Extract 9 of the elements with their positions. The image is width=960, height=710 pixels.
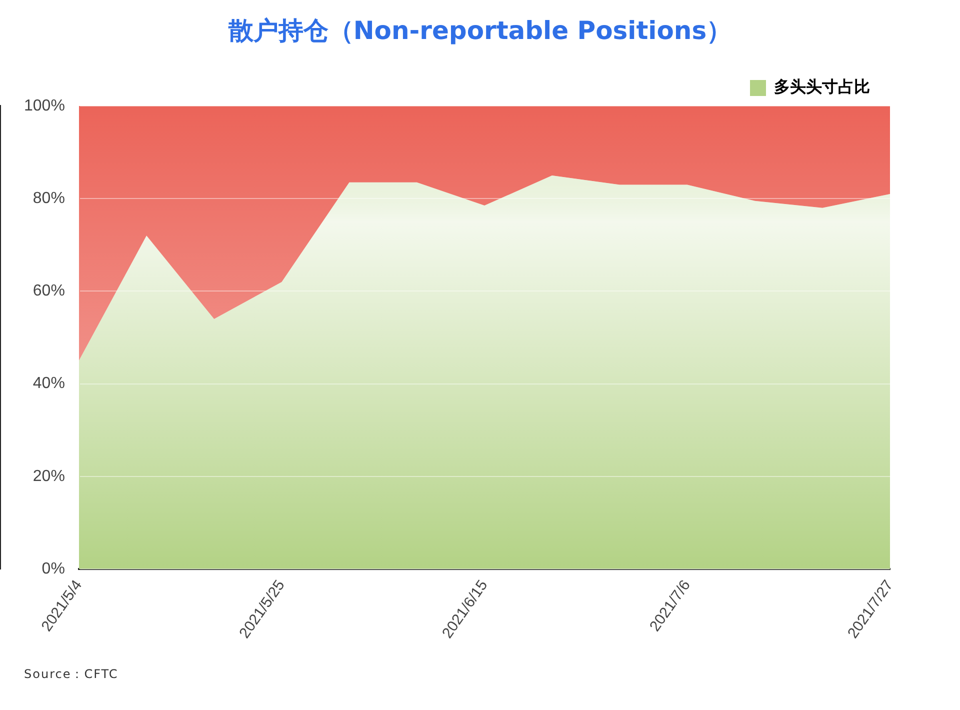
source-note: Source：CFTC xyxy=(24,666,118,683)
y-tick-label: 40% xyxy=(32,375,65,392)
legend-label: 多头头寸占比 xyxy=(774,77,870,96)
y-tick-label: 20% xyxy=(32,468,65,485)
y-tick-label: 60% xyxy=(32,282,65,300)
y-tick-label: 0% xyxy=(42,560,65,578)
chart-title: 散户持仓（Non-reportable Positions） xyxy=(227,15,733,47)
y-tick-label: 80% xyxy=(32,190,65,208)
y-tick-label: 100% xyxy=(24,97,65,114)
